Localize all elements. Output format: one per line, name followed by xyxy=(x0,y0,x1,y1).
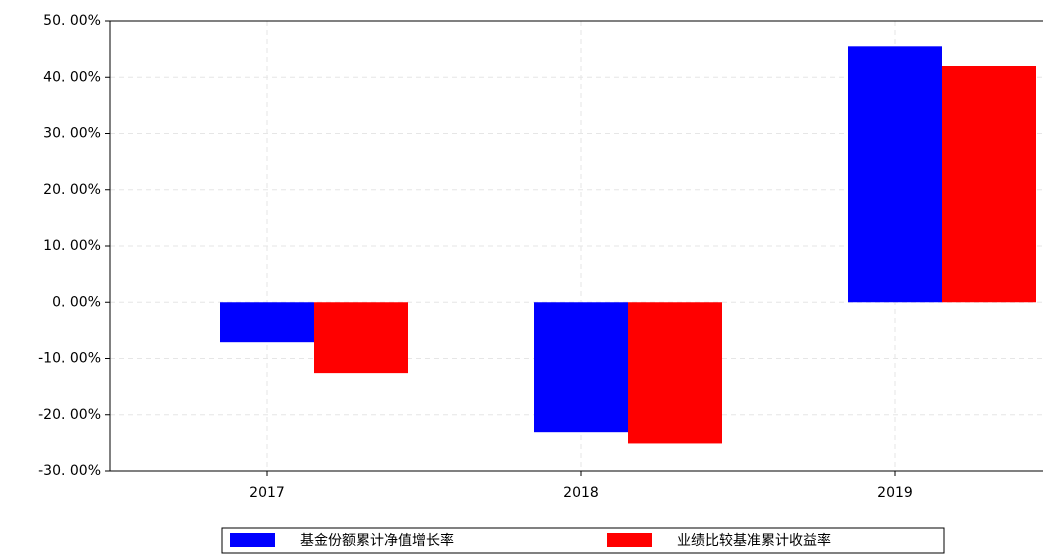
legend-label: 基金份额累计净值增长率 xyxy=(300,532,454,549)
x-tick-label: 2019 xyxy=(877,485,913,501)
bar xyxy=(314,302,408,374)
legend-swatch xyxy=(230,533,275,547)
y-tick-label: 50. 00% xyxy=(43,13,101,29)
y-tick-label: 30. 00% xyxy=(43,126,101,142)
y-tick-label: 10. 00% xyxy=(43,238,101,254)
legend-box xyxy=(221,527,945,554)
y-tick-label: 0. 00% xyxy=(52,294,101,310)
bar xyxy=(628,302,722,444)
y-tick-label: 20. 00% xyxy=(43,182,101,198)
bar xyxy=(848,46,942,303)
legend-swatch xyxy=(607,533,652,547)
bar xyxy=(942,66,1036,303)
bar xyxy=(220,302,314,343)
y-tick-label: -20. 00% xyxy=(38,407,101,423)
bar xyxy=(534,302,628,433)
x-tick-label: 2018 xyxy=(563,485,599,501)
y-tick-label: 40. 00% xyxy=(43,69,101,85)
x-tick-label: 2017 xyxy=(249,485,285,501)
legend-label: 业绩比较基准累计收益率 xyxy=(677,532,831,549)
y-tick-label: -10. 00% xyxy=(38,351,101,367)
y-tick-label: -30. 00% xyxy=(38,463,101,479)
